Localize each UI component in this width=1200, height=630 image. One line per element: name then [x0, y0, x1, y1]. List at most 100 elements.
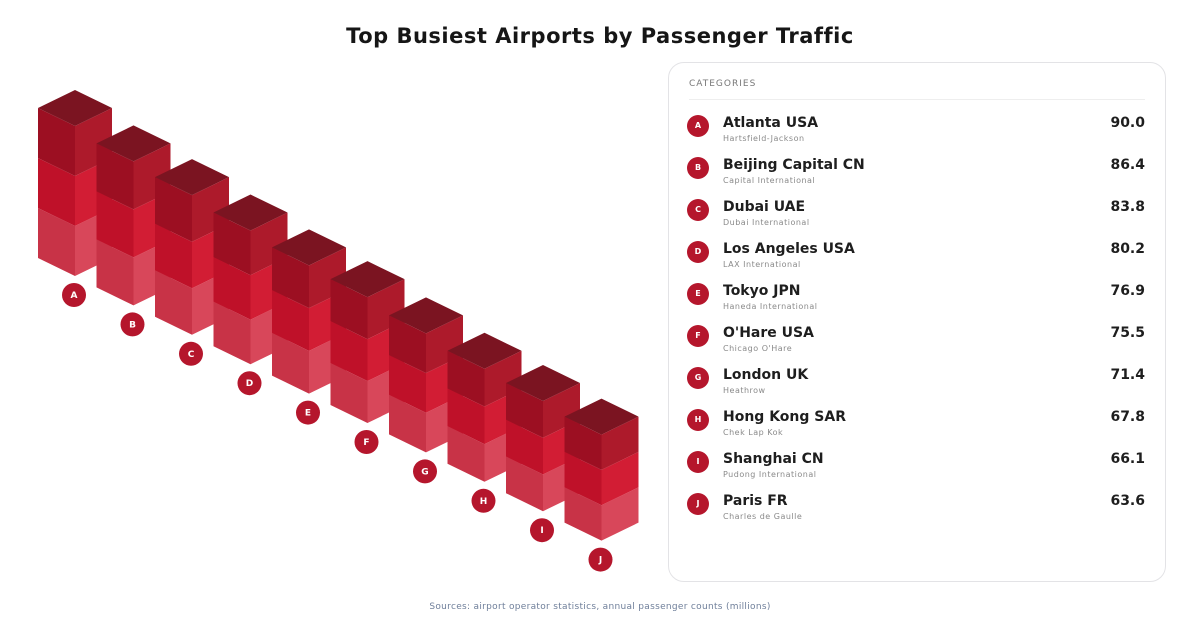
legend-name: Paris FR — [723, 493, 788, 509]
bar-category-label: C — [188, 350, 195, 360]
legend-item: H Hong Kong SAR Chek Lap Kok 67.8 — [687, 407, 1145, 449]
legend-subtitle: Chicago O'Hare — [723, 344, 793, 353]
bar-left-face — [447, 388, 485, 445]
bar-category-label: D — [246, 379, 253, 389]
bar-label-badge — [413, 459, 437, 484]
bar-top-face — [155, 159, 229, 196]
legend-subtitle: LAX International — [723, 260, 801, 269]
bar-label-badge — [588, 547, 613, 572]
legend-name: Atlanta USA — [723, 115, 819, 131]
bar: J — [564, 398, 639, 572]
legend-badge: C — [687, 199, 709, 221]
bar-label-badge — [354, 430, 379, 454]
bar-left-face — [447, 426, 485, 482]
legend-subtitle: Charles de Gaulle — [723, 512, 803, 521]
legend-subtitle: Capital International — [723, 176, 816, 185]
bar-top-face — [272, 229, 346, 266]
legend-name: Beijing Capital CN — [723, 157, 865, 173]
legend-value: 67.8 — [1110, 409, 1145, 425]
legend-badge: F — [687, 325, 709, 347]
bar-label-badge — [62, 283, 86, 307]
bar-left-face — [330, 363, 368, 423]
legend-item: E Tokyo JPN Haneda International 76.9 — [687, 281, 1145, 323]
bar: I — [506, 365, 580, 543]
bar-left-face — [38, 158, 75, 226]
bar-label-badge — [179, 341, 203, 366]
bar-category-label: E — [305, 409, 311, 419]
bar-label-badge — [471, 488, 496, 513]
legend-badge: B — [687, 157, 709, 179]
legend-name: Los Angeles USA — [723, 241, 855, 257]
bar-left-face — [155, 177, 192, 242]
legend-name: Hong Kong SAR — [723, 409, 846, 425]
legend-badge: G — [687, 367, 709, 389]
legend-badge: H — [687, 409, 709, 431]
legend-value: 76.9 — [1110, 283, 1145, 299]
bar-top-face — [213, 194, 288, 231]
legend-value: 66.1 — [1110, 451, 1145, 467]
bar-left-face — [564, 487, 602, 541]
legend-name: O'Hare USA — [723, 325, 814, 341]
bar-top-face — [330, 261, 405, 298]
legend-value: 83.8 — [1110, 199, 1145, 215]
bar-left-face — [96, 143, 134, 210]
bar-left-face — [96, 191, 134, 258]
bar-label-badge — [237, 371, 262, 396]
legend-item: C Dubai UAE Dubai International 83.8 — [687, 197, 1145, 239]
bar-left-face — [155, 223, 192, 289]
legend-item: I Shanghai CN Pudong International 66.1 — [687, 449, 1145, 491]
legend-value: 80.2 — [1110, 241, 1145, 257]
bar: H — [447, 332, 522, 513]
bar-left-face — [155, 270, 192, 335]
legend-subtitle: Chek Lap Kok — [723, 428, 784, 437]
bar-left-face — [272, 290, 309, 351]
legend-value: 71.4 — [1110, 367, 1145, 383]
bar-category-label: A — [71, 291, 78, 301]
bar-category-label: J — [598, 556, 602, 566]
legend-value: 63.6 — [1110, 493, 1145, 509]
bar-left-face — [564, 416, 602, 470]
bar-category-label: H — [480, 497, 488, 507]
bar-top-face — [447, 332, 522, 369]
legend-badge: I — [687, 451, 709, 473]
legend-value: 86.4 — [1110, 157, 1145, 173]
legend-badge: E — [687, 283, 709, 305]
bar-right-face — [601, 451, 639, 506]
bar-category-label: G — [421, 467, 428, 477]
legend-panel: CATEGORIES A Atlanta USA Hartsfield-Jackso… — [668, 62, 1166, 582]
legend-heading: CATEGORIES — [689, 79, 1145, 100]
legend-list: A Atlanta USA Hartsfield-Jackson 90.0 B Beiji… — [687, 113, 1145, 533]
bar-left-face — [213, 257, 251, 320]
legend-item: D Los Angeles USA LAX International 80.2 — [687, 239, 1145, 281]
bar-top-face — [564, 398, 639, 435]
chart-title: Top Busiest Airports by Passenger Traffi… — [346, 24, 854, 48]
legend-item: G London UK Heathrow 71.4 — [687, 365, 1145, 407]
bar-label-badge — [530, 518, 554, 543]
bar-left-face — [330, 279, 368, 340]
bar-left-face — [213, 212, 251, 276]
bar-left-face — [213, 301, 251, 365]
legend-item: F O'Hare USA Chicago O'Hare 75.5 — [687, 323, 1145, 365]
legend-item: A Atlanta USA Hartsfield-Jackson 90.0 — [687, 113, 1145, 155]
legend-subtitle: Haneda International — [723, 302, 818, 311]
bar-label-badge — [120, 312, 145, 337]
bar-top-face — [506, 365, 580, 402]
legend-name: London UK — [723, 367, 809, 383]
bar-category-label: F — [363, 438, 369, 448]
bar-left-face — [447, 350, 485, 407]
legend-name: Dubai UAE — [723, 199, 806, 215]
bar-left-face — [38, 108, 75, 176]
legend-subtitle: Heathrow — [723, 386, 766, 395]
bar-left-face — [506, 419, 543, 475]
isometric-bar-chart: A B C D E F G H I J — [38, 90, 639, 572]
legend-value: 90.0 — [1110, 115, 1145, 131]
legend-value: 75.5 — [1110, 325, 1145, 341]
bar-left-face — [272, 332, 309, 394]
bar-label-badge — [296, 400, 320, 425]
legend-badge: A — [687, 115, 709, 137]
bar-left-face — [96, 239, 134, 306]
bar-left-face — [38, 208, 75, 276]
bar-category-label: I — [540, 526, 543, 536]
legend-subtitle: Dubai International — [723, 218, 810, 227]
source-footer: Sources: airport operator statistics, an… — [429, 602, 771, 612]
